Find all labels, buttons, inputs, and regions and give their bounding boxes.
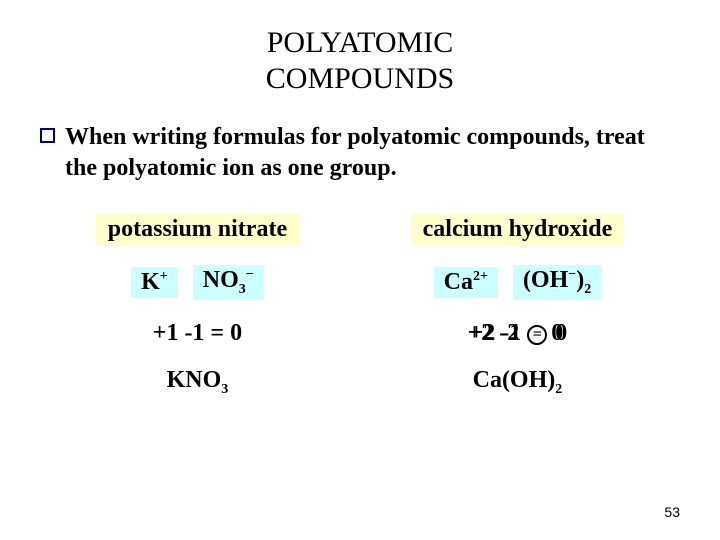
right-example: calcium hydroxide Ca2+ (OH−)2 +2 -2 = 0 …: [411, 214, 625, 398]
page-number: 53: [664, 504, 680, 520]
formula-right: Ca(OH)2: [473, 367, 563, 398]
ion-row-left: K+ NO3−: [131, 265, 264, 300]
square-bullet-icon: [40, 128, 55, 143]
cation-left: K+: [131, 267, 178, 298]
charge-equation-left: +1 -1 = 0: [153, 320, 242, 347]
title-line-2: COMPOUNDS: [266, 62, 454, 95]
left-example: potassium nitrate K+ NO3− +1 -1 = 0 KNO3: [96, 214, 299, 398]
anion-right: (OH−)2: [513, 265, 601, 300]
compound-name-left: potassium nitrate: [96, 214, 299, 245]
slide-title: POLYATOMIC COMPOUNDS: [40, 25, 680, 97]
cation-right: Ca2+: [434, 267, 498, 298]
compound-name-right: calcium hydroxide: [411, 214, 625, 245]
circled-equals-icon: =: [527, 325, 547, 345]
bullet-text: When writing formulas for polyatomic com…: [65, 122, 680, 184]
anion-left: NO3−: [193, 265, 264, 300]
ion-row-right: Ca2+ (OH−)2: [434, 265, 602, 300]
examples-columns: potassium nitrate K+ NO3− +1 -1 = 0 KNO3…: [40, 214, 680, 398]
charge-equation-right: +2 -2 = 0 +2 -1 0: [468, 320, 568, 347]
title-line-1: POLYATOMIC: [267, 26, 453, 59]
formula-left: KNO3: [167, 367, 229, 398]
bullet-item: When writing formulas for polyatomic com…: [40, 122, 680, 184]
